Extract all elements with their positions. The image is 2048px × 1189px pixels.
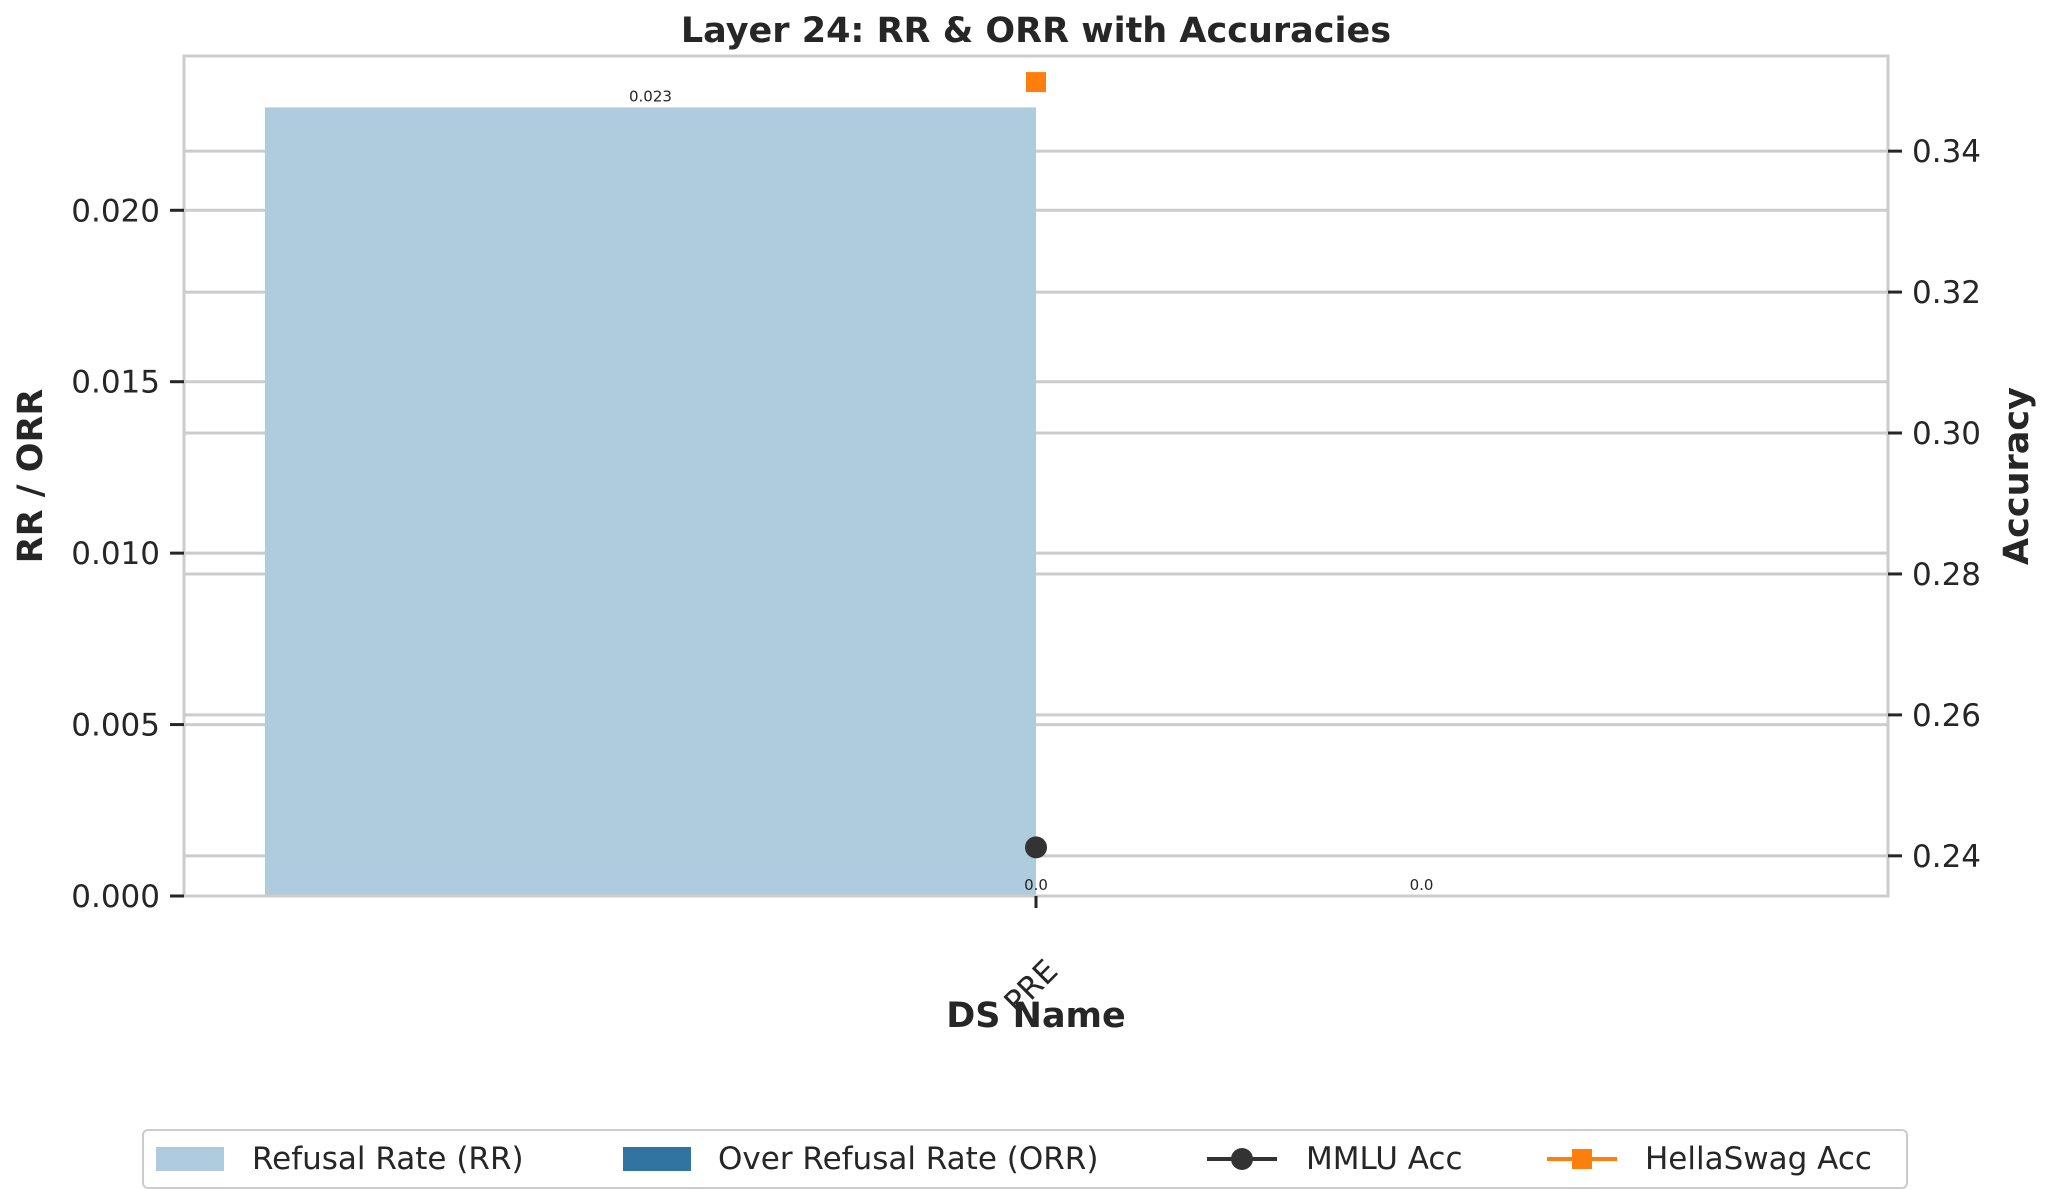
legend-swatch-orr [623, 1147, 691, 1171]
bars [264, 107, 1036, 896]
right-axis: 0.24 0.26 0.28 0.30 0.32 0.34 [1888, 134, 1981, 875]
legend-marker-mmlu [1231, 1148, 1253, 1170]
y-axis-title: RR / ORR [11, 389, 51, 564]
y2-tick-label: 0.28 [1912, 557, 1981, 593]
y2-tick-label: 0.30 [1912, 416, 1981, 452]
mmlu-acc-point [1025, 836, 1047, 859]
legend: Refusal Rate (RR) Over Refusal Rate (ORR… [142, 1129, 1908, 1189]
y2-axis-title: Accuracy [1997, 387, 2037, 565]
y2-tick-label: 0.32 [1912, 275, 1981, 311]
bar-value-labels: 0.023 0.0 0.0 [629, 87, 1433, 894]
point-value-label: 0.0 [1024, 876, 1048, 894]
legend-swatch-rr [156, 1147, 224, 1171]
left-axis: 0.000 0.005 0.010 0.015 0.020 [71, 193, 184, 915]
legend-label-rr: Refusal Rate (RR) [252, 1141, 524, 1177]
accuracy-markers [1025, 72, 1047, 859]
bar-value-label: 0.023 [629, 87, 672, 105]
legend-label-mmlu: MMLU Acc [1306, 1141, 1463, 1177]
bar-value-label: 0.0 [1410, 876, 1434, 894]
bar [264, 107, 1036, 896]
y2-tick-label: 0.24 [1912, 839, 1981, 875]
hellaswag-acc-point [1026, 72, 1046, 93]
legend-label-hellaswag: HellaSwag Acc [1645, 1141, 1872, 1177]
chart-title: Layer 24: RR & ORR with Accuracies [681, 11, 1391, 51]
y-tick-label: 0.010 [71, 536, 160, 572]
legend-frame [142, 1129, 1908, 1189]
y-tick-label: 0.005 [71, 708, 160, 744]
y2-tick-label: 0.26 [1912, 698, 1981, 734]
y-tick-label: 0.000 [71, 879, 160, 915]
y2-tick-label: 0.34 [1912, 134, 1981, 170]
y-tick-label: 0.015 [71, 365, 160, 401]
legend-marker-hellaswag [1572, 1149, 1592, 1169]
legend-label-orr: Over Refusal Rate (ORR) [718, 1141, 1098, 1177]
x-axis-title: DS Name [946, 996, 1126, 1036]
y-tick-label: 0.020 [71, 193, 160, 229]
